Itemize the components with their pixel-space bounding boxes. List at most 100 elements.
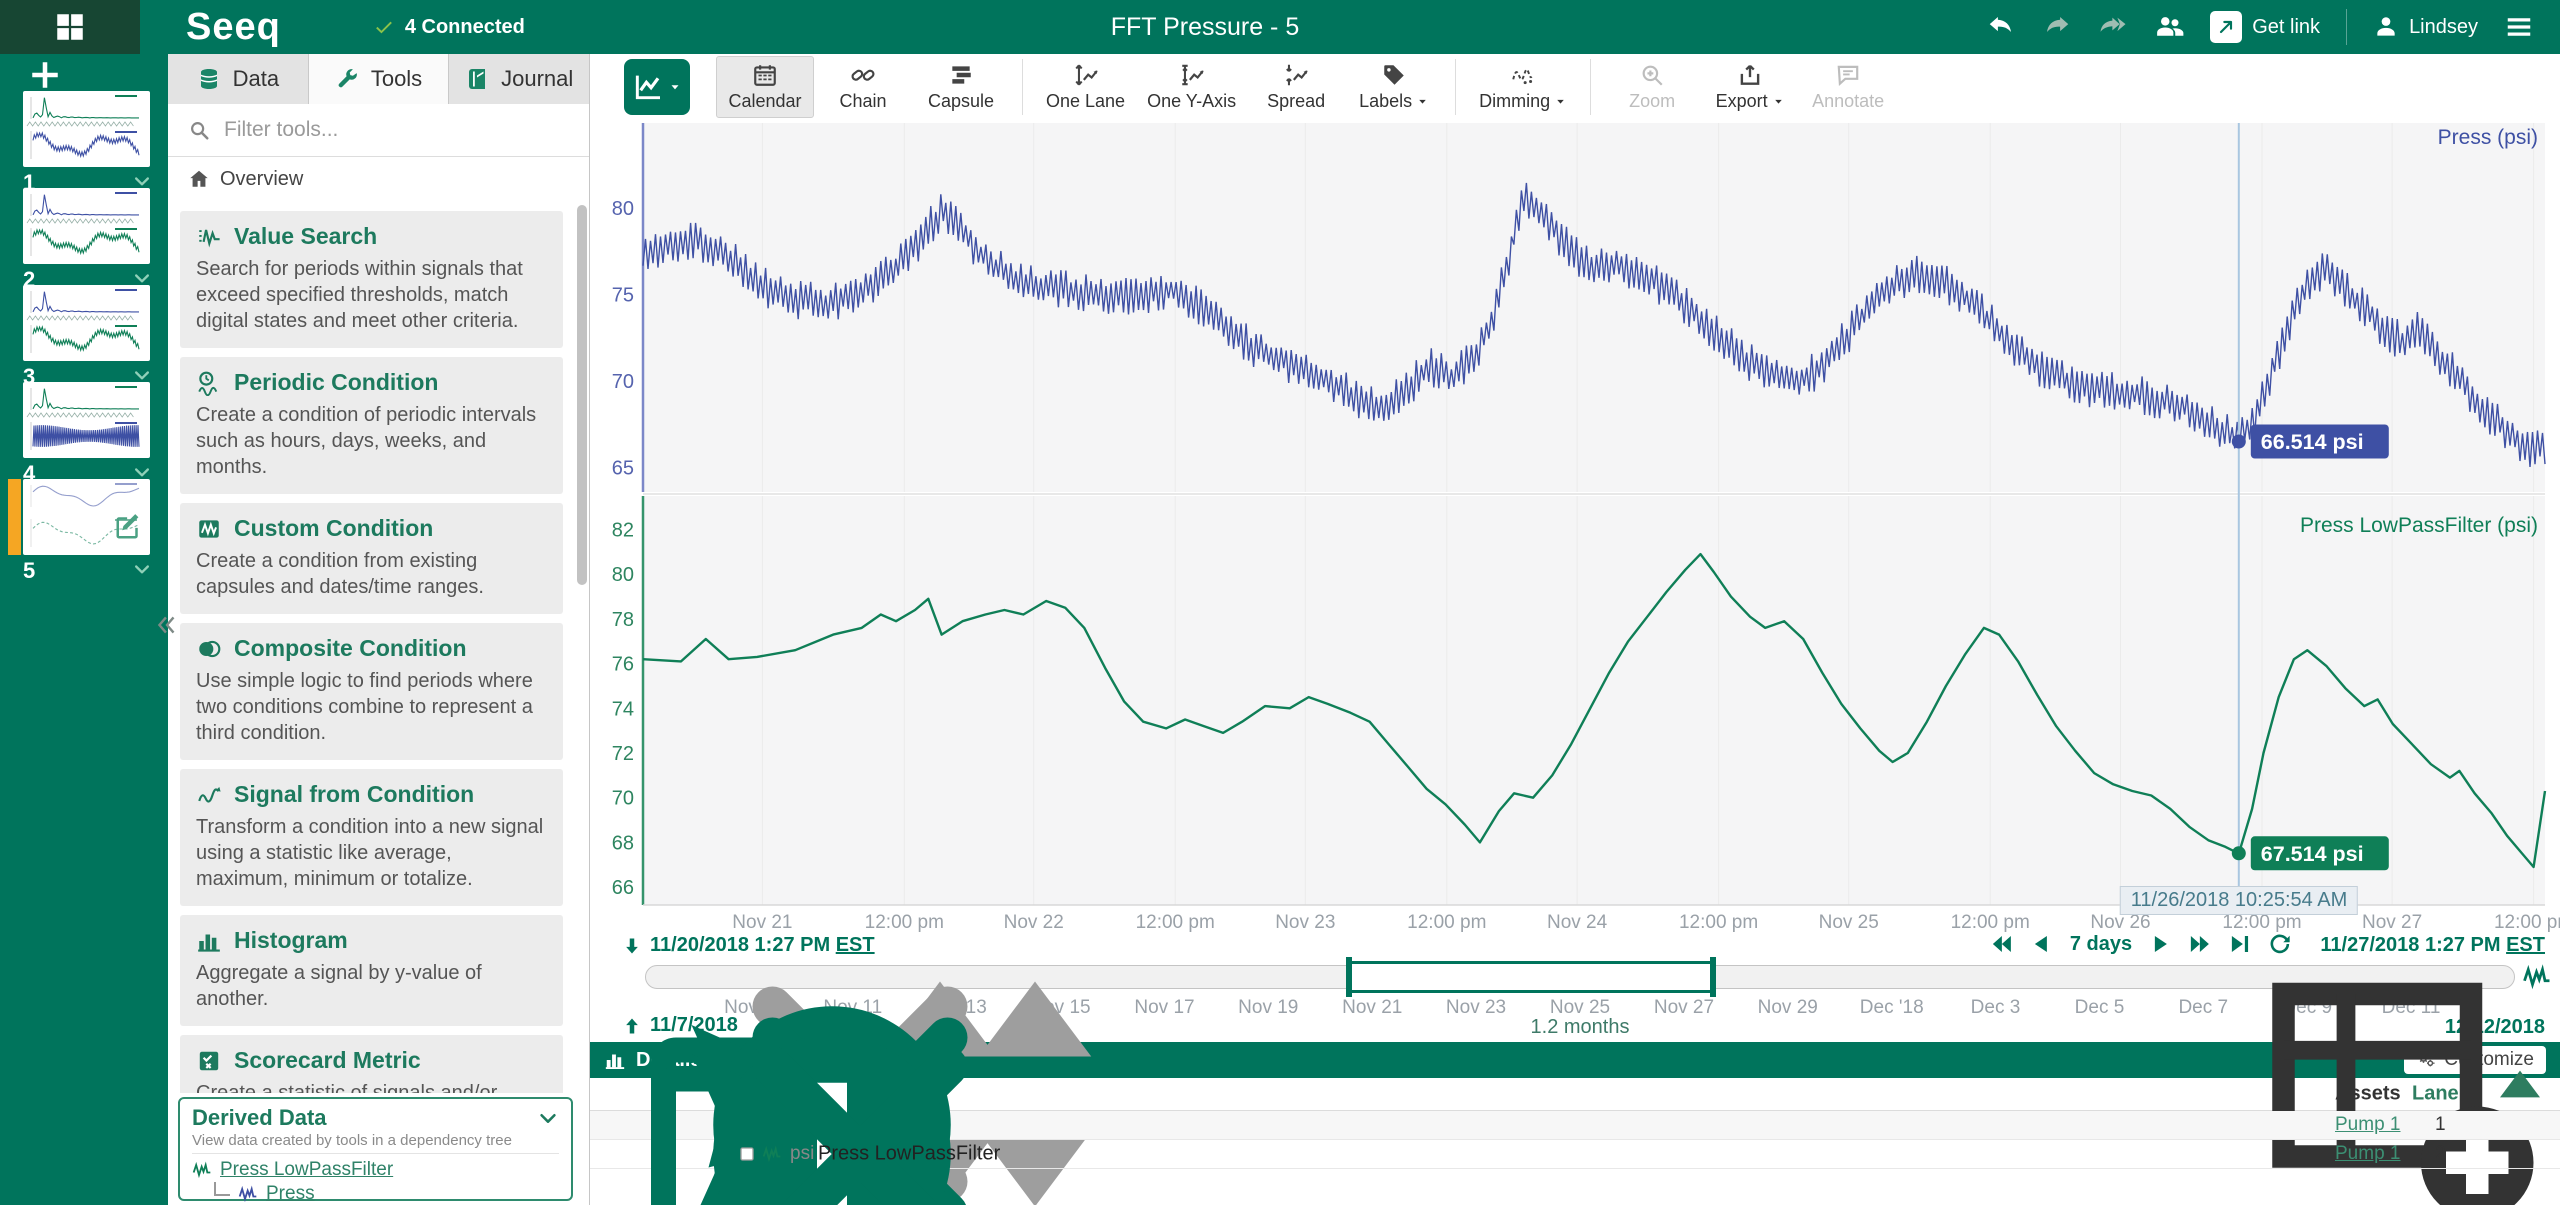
worksheet-menu-chevron-icon[interactable] [132, 365, 152, 385]
hamburger-menu-icon[interactable] [2504, 12, 2534, 42]
worksheet-menu-chevron-icon[interactable] [132, 462, 152, 482]
active-worksheet-indicator [8, 479, 21, 555]
derived-item: Press [214, 1182, 559, 1205]
worksheet-thumbnail-3[interactable] [23, 285, 150, 361]
valuesearch-icon [196, 224, 222, 250]
svg-text:67.514 psi: 67.514 psi [2261, 842, 2364, 866]
toolbar-button-dimming[interactable]: Dimming [1468, 56, 1578, 118]
tab-journal[interactable]: Journal [449, 54, 590, 104]
lane-column-header[interactable]: Lane [2412, 1082, 2459, 1105]
db-icon [197, 67, 221, 91]
worksheet-thumbnail-1[interactable] [23, 91, 150, 167]
chevron-down-icon[interactable] [537, 1107, 559, 1129]
details-row-press-lowpassfilter[interactable]: psi Press LowPassFilter Pump 1 2 [590, 1035, 2560, 1205]
toolbar-button-spread[interactable]: Spread [1247, 56, 1345, 118]
tool-card-periodic-condition[interactable]: Periodic Condition Create a condition of … [180, 357, 563, 494]
tab-data[interactable]: Data [168, 54, 309, 104]
connection-status[interactable]: 4 Connected [373, 16, 525, 39]
step-to-end-icon[interactable] [2228, 932, 2252, 956]
user-menu-button[interactable]: Lindsey [2373, 14, 2478, 40]
timeline-tick: Nov 21 [1342, 997, 1403, 1018]
sort-icon[interactable] [885, 944, 1185, 1205]
svg-text:Nov 24: Nov 24 [1547, 912, 1608, 933]
timeline-selection[interactable] [1349, 961, 1713, 993]
tab-tools[interactable]: Tools [308, 54, 450, 104]
worksheet-thumbnail-5[interactable] [23, 479, 150, 555]
worksheet-menu-chevron-icon[interactable] [132, 559, 152, 579]
redo-all-icon[interactable] [2098, 12, 2128, 42]
toolbar-button-calendar[interactable]: Calendar [716, 56, 814, 118]
row-checkbox[interactable] [738, 1145, 756, 1163]
seeq-logo: Seeq [186, 5, 281, 48]
derived-item-link[interactable]: Press [266, 1183, 315, 1204]
toolbar-button-annotate: Annotate [1799, 56, 1897, 118]
remove-icon[interactable] [710, 1004, 1010, 1205]
svg-text:Nov 25: Nov 25 [1819, 912, 1879, 933]
svg-text:82: 82 [612, 520, 634, 542]
tool-card-scorecard-metric[interactable]: Scorecard Metric Create a statistic of si… [180, 1035, 563, 1093]
series-press-lowpassfilter[interactable] [642, 552, 2547, 869]
tool-card-histogram[interactable]: Histogram Aggregate a signal by y-value o… [180, 915, 563, 1026]
toolbar-button-one-y-axis[interactable]: One Y-Axis [1136, 56, 1247, 118]
timeline-handle-right[interactable] [1709, 957, 1716, 997]
caret-down-icon [1554, 95, 1567, 108]
tools-scrollbar[interactable] [577, 205, 587, 585]
toolbar-button-chain[interactable]: Chain [814, 56, 912, 118]
toolbar-button-capsule[interactable]: Capsule [912, 56, 1010, 118]
cursor-value-press: 66.514 psi [2250, 424, 2389, 459]
timeline-start[interactable]: 11/7/2018 [622, 1014, 738, 1037]
tool-card-value-search[interactable]: Value Search Search for periods within si… [180, 211, 563, 348]
timeline-tick: Nov 29 [1757, 997, 1818, 1018]
worksheet-thumbnail-4[interactable] [23, 382, 150, 458]
series-press[interactable] [642, 182, 2546, 468]
range-end-timezone: EST [2506, 934, 2545, 956]
worksheet-number: 5 [23, 558, 36, 583]
workbook-title: FFT Pressure - 5 [1110, 13, 1300, 41]
composite-icon [196, 636, 222, 662]
step-back-fast-icon[interactable] [1990, 932, 2014, 956]
asset-link[interactable]: Pump 1 [2335, 1143, 2401, 1164]
svg-text:70: 70 [612, 788, 634, 810]
svg-text:78: 78 [612, 609, 634, 631]
toolbar-button-labels[interactable]: Labels [1345, 56, 1443, 118]
worksheet-thumbnail-2[interactable] [23, 188, 150, 264]
app-switcher-button[interactable] [0, 0, 140, 54]
step-forward-fast-icon[interactable] [2188, 932, 2212, 956]
refresh-icon[interactable] [2268, 932, 2292, 956]
top-bar-actions: Get link Lindsey [1986, 9, 2560, 45]
signal-overview-icon[interactable] [2522, 962, 2552, 992]
toolbar-button-one-lane[interactable]: One Lane [1035, 56, 1136, 118]
annotate-icon [1835, 62, 1861, 88]
trend-chart-svg[interactable]: 80 75 70 65 82 80 78 76 74 72 70 68 66 Nov 21 12:00 pm… [590, 120, 2560, 938]
undo-icon[interactable] [1986, 12, 2016, 42]
step-back-icon[interactable] [2030, 932, 2054, 956]
cursor-timestamp: 11/26/2018 10:25:54 AM [2119, 886, 2359, 915]
timeline-handle-left[interactable] [1346, 957, 1353, 997]
trend-chart[interactable]: 80 75 70 65 82 80 78 76 74 72 70 68 66 Nov 21 12:00 pm… [590, 120, 2560, 938]
spread-icon [1283, 62, 1309, 88]
view-mode-dropdown[interactable] [624, 59, 690, 115]
worksheet-menu-chevron-icon[interactable] [132, 268, 152, 288]
collapse-panel-icon[interactable] [154, 612, 180, 638]
toolbar-button-export[interactable]: Export [1701, 56, 1799, 118]
users-icon[interactable] [2154, 12, 2184, 42]
range-start-timezone[interactable]: EST [835, 934, 875, 956]
derived-item-link[interactable]: Press LowPassFilter [220, 1159, 394, 1180]
redo-icon[interactable] [2042, 12, 2072, 42]
tool-card-custom-condition[interactable]: Custom Condition Create a condition from … [180, 503, 563, 614]
worksheet-number: 1 [23, 170, 36, 195]
toolbar-divider [1022, 59, 1023, 115]
range-start[interactable]: 11/20/2018 1:27 PM EST [622, 934, 875, 957]
check-icon [373, 16, 395, 38]
get-link-button[interactable]: Get link [2210, 11, 2320, 43]
range-end[interactable]: 11/27/2018 1:27 PM EST [2320, 934, 2545, 957]
add-worksheet-button[interactable] [28, 58, 62, 92]
range-duration[interactable]: 7 days [2069, 932, 2133, 955]
step-forward-icon[interactable] [2148, 932, 2172, 956]
tool-card-signal-from-condition[interactable]: Signal from Condition Transform a conditi… [180, 769, 563, 906]
worksheet-menu-chevron-icon[interactable] [132, 171, 152, 191]
tool-card-composite-condition[interactable]: Composite Condition Use simple logic to f… [180, 623, 563, 760]
overview-link[interactable]: Overview [168, 157, 589, 201]
asset-link[interactable]: Pump 1 [2335, 1114, 2401, 1135]
filter-tools-input[interactable] [222, 117, 526, 143]
